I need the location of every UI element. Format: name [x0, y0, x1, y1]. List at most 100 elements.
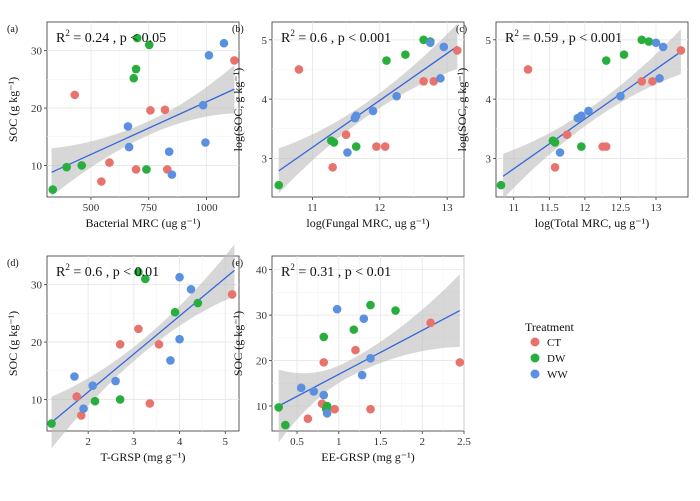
- point-dw: [281, 420, 290, 430]
- x-tick-label: 1: [336, 436, 342, 448]
- point-ww: [319, 390, 329, 400]
- point-ww: [651, 38, 661, 48]
- panel-a: 500 750 1000 10 20 30 (a) R2 = 0.24 , p < 0.05 B…: [6, 21, 240, 230]
- legend-key-ww: [530, 369, 540, 379]
- point-ww: [79, 404, 88, 413]
- y-axis-title: SOC (g kg⁻¹): [6, 311, 20, 376]
- y-tick-label: 10: [256, 401, 268, 413]
- x-tick-label: 500: [83, 202, 100, 214]
- point-dw: [351, 142, 361, 151]
- y-tick-label: 10: [31, 394, 43, 406]
- point-ww: [368, 106, 378, 116]
- point-ct: [160, 105, 170, 115]
- point-ct: [366, 404, 375, 414]
- point-ct: [351, 345, 360, 355]
- y-tick-label: 3: [486, 153, 492, 165]
- point-ct: [97, 177, 106, 186]
- point-dw: [115, 395, 125, 404]
- x-axis-title: log(Total MRC, ug g⁻¹): [535, 216, 649, 230]
- y-tick-label: 30: [31, 46, 43, 58]
- y-tick-label: 4: [262, 94, 268, 106]
- point-ww: [332, 304, 342, 314]
- point-dw: [577, 142, 586, 151]
- point-ct: [455, 358, 465, 367]
- point-dw: [274, 180, 284, 190]
- x-tick-label: 3: [131, 436, 137, 448]
- point-ct: [380, 142, 390, 151]
- panel-d: 2 3 4 5 10 20 30 (d) R2 = 0.6 , p < 0.01 T-GRSP (…: [6, 244, 240, 464]
- point-dw: [382, 56, 391, 65]
- point-dw: [144, 40, 154, 50]
- point-ww: [426, 38, 435, 48]
- point-ct: [230, 56, 239, 65]
- legend: Treatment CT DW WW: [525, 320, 575, 381]
- point-ct: [637, 77, 647, 86]
- y-axis-title: log(SOC, g kg⁻¹): [231, 68, 245, 152]
- legend-label-ww: WW: [547, 369, 568, 381]
- point-ww: [198, 100, 208, 110]
- x-tick-label: 1000: [196, 202, 219, 214]
- x-tick-label: 13: [651, 202, 663, 214]
- x-axis-title: log(Fungal MRC, ug g⁻¹): [306, 216, 429, 230]
- x-axis-title: Bacterial MRC (ug g⁻¹): [86, 216, 201, 230]
- point-ww: [166, 356, 175, 365]
- point-ct: [676, 46, 686, 55]
- legend-title: Treatment: [525, 320, 575, 334]
- point-dw: [496, 180, 506, 190]
- legend-label-ct: CT: [547, 337, 561, 349]
- point-ww: [309, 387, 319, 396]
- panel-b: 11 12 13 3 4 5 (b) R2 = 0.6 , p < 0.001 log(Fung…: [231, 21, 465, 230]
- legend-key-ct: [530, 337, 540, 347]
- point-ww: [343, 148, 352, 157]
- point-dw: [62, 162, 71, 172]
- y-tick-label: 20: [31, 337, 43, 349]
- point-ct: [429, 77, 438, 86]
- point-dw: [274, 403, 283, 412]
- point-ww: [296, 383, 306, 393]
- point-dw: [170, 307, 180, 317]
- y-tick-label: 4: [486, 94, 492, 106]
- point-dw: [329, 138, 339, 147]
- point-ct: [70, 90, 80, 100]
- point-ww: [357, 370, 367, 380]
- panel-letter: (d): [7, 258, 19, 269]
- point-ww: [204, 50, 214, 60]
- point-ww: [167, 170, 177, 179]
- x-tick-label: 5: [223, 436, 229, 448]
- point-dw: [366, 300, 375, 310]
- stat-annotation: R2 = 0.31 , p < 0.01: [281, 262, 391, 280]
- x-tick-label: 13: [442, 202, 454, 214]
- panel-letter: (a): [7, 24, 18, 35]
- point-ct: [227, 290, 237, 299]
- point-ct: [601, 142, 611, 151]
- panel-letter: (c): [456, 24, 467, 35]
- point-ct: [419, 77, 428, 86]
- y-axis-title: log(SOC, g kg⁻¹): [455, 68, 469, 152]
- x-tick-label: 11: [307, 202, 318, 214]
- point-dw: [134, 267, 143, 277]
- panel-e: 0.5 1 1.5 2 2.5 10 20 30 40 (e) R2 = 0.31 , p < 0.…: [231, 255, 471, 464]
- point-ww: [351, 111, 361, 121]
- stat-annotation: R2 = 0.6 , p < 0.001: [281, 28, 391, 46]
- point-ww: [111, 376, 120, 386]
- y-tick-label: 40: [256, 265, 268, 277]
- point-ct: [452, 46, 462, 55]
- x-tick-label: 11: [508, 202, 519, 214]
- point-dw: [131, 64, 141, 74]
- point-dw: [129, 73, 139, 83]
- x-tick-label: 2: [420, 436, 426, 448]
- point-dw: [391, 306, 400, 315]
- y-axis-title: SOC (g kg⁻¹): [231, 311, 245, 376]
- point-ww: [616, 91, 625, 101]
- point-ct: [562, 130, 572, 140]
- y-tick-label: 5: [486, 35, 492, 47]
- panel-letter: (b): [232, 24, 244, 35]
- x-tick-label: 750: [141, 202, 158, 214]
- y-tick-label: 20: [256, 356, 268, 368]
- point-ww: [70, 372, 79, 381]
- point-ct: [330, 404, 339, 414]
- point-dw: [601, 56, 611, 65]
- point-ct: [131, 165, 141, 174]
- point-ct: [294, 65, 304, 74]
